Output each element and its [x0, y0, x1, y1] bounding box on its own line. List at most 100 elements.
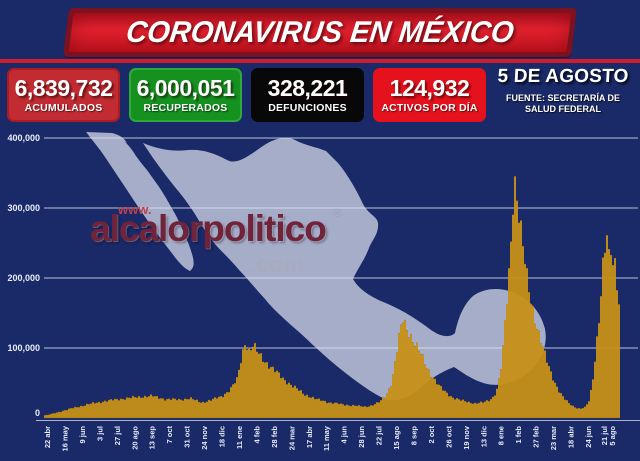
bar: [112, 400, 114, 419]
bar: [534, 323, 536, 419]
bar: [540, 343, 542, 419]
bar: [192, 399, 194, 419]
bar: [48, 414, 50, 419]
bar: [556, 386, 558, 419]
bar: [600, 296, 602, 419]
bar: [132, 395, 134, 419]
bar: [476, 403, 478, 419]
bar: [270, 366, 272, 419]
bar: [94, 403, 96, 419]
x-tick-label: 16 may: [61, 425, 70, 451]
bar: [402, 322, 404, 419]
bar: [588, 401, 590, 419]
title-banner: CORONAVIRUS EN MÉXICO: [62, 8, 578, 57]
bar: [344, 405, 346, 419]
bar: [318, 398, 320, 419]
bars-activos-por-dia: [44, 176, 620, 419]
bar: [608, 249, 610, 419]
bar: [196, 399, 198, 419]
bar: [220, 395, 222, 419]
bar: [90, 403, 92, 419]
bar: [430, 376, 432, 419]
bar: [108, 399, 110, 419]
bar: [96, 402, 98, 419]
stat-label-activos-por-dia: ACTIVOS POR DÍA: [381, 102, 478, 114]
bar: [228, 392, 230, 419]
bar: [558, 392, 560, 419]
bar: [110, 399, 112, 419]
y-tick-label: 100,000: [7, 343, 40, 353]
bar: [598, 322, 600, 419]
bar: [614, 257, 616, 419]
bar: [512, 214, 514, 419]
bar: [398, 333, 400, 419]
x-tick-label: 3 jul: [95, 426, 104, 441]
bar: [214, 397, 216, 419]
bar: [168, 398, 170, 419]
bar: [56, 412, 58, 419]
bar: [246, 349, 248, 419]
bar: [240, 362, 242, 419]
bar: [612, 265, 614, 419]
bar: [156, 395, 158, 419]
bar: [148, 396, 150, 419]
bar: [510, 241, 512, 419]
x-tick-label: 9 jun: [78, 426, 87, 444]
bar: [554, 382, 556, 419]
bar: [464, 401, 466, 419]
bar: [130, 397, 132, 419]
bar: [244, 345, 246, 419]
bar: [528, 292, 530, 419]
bar: [276, 370, 278, 419]
x-tick-label: 28 jun: [357, 426, 366, 448]
bar: [154, 396, 156, 419]
bar: [496, 388, 498, 419]
x-tick-label: 24 mar: [287, 426, 296, 450]
bar: [474, 402, 476, 419]
bar: [306, 394, 308, 419]
bar: [566, 400, 568, 419]
stat-box-acumulados: 6,839,732 ACUMULADOS: [7, 68, 120, 122]
bar: [310, 397, 312, 419]
page-title: CORONAVIRUS EN MÉXICO: [124, 15, 516, 49]
bar: [184, 398, 186, 419]
bar: [346, 404, 348, 419]
bar: [260, 353, 262, 419]
bar: [462, 399, 464, 419]
bar: [292, 387, 294, 419]
watermark: www. alcalorpolitico ® .com: [90, 198, 360, 288]
bar: [202, 401, 204, 419]
x-tick-label: 19 nov: [462, 425, 471, 450]
bar: [504, 320, 506, 419]
bar: [544, 350, 546, 419]
bar: [106, 401, 108, 419]
bar: [308, 397, 310, 419]
bar: [526, 267, 528, 419]
bar: [170, 399, 172, 419]
stat-value-acumulados: 6,839,732: [14, 75, 113, 101]
bar: [126, 397, 128, 419]
bar: [592, 379, 594, 419]
bar: [434, 378, 436, 419]
bar: [522, 246, 524, 419]
bar: [508, 268, 510, 419]
bar: [392, 374, 394, 419]
bar: [200, 402, 202, 419]
bar: [314, 398, 316, 419]
bar: [490, 398, 492, 419]
bar: [80, 405, 82, 419]
bar: [506, 304, 508, 419]
bar: [160, 398, 162, 419]
bar: [234, 383, 236, 419]
bar: [542, 346, 544, 419]
mexico-map-mainland: [143, 137, 546, 401]
bar: [54, 413, 56, 419]
x-tick-label: 15 ago: [392, 426, 401, 450]
bar: [84, 405, 86, 419]
x-tick-label: 27 jul: [113, 426, 122, 445]
bar: [252, 346, 254, 419]
bar: [116, 398, 118, 419]
bar: [404, 319, 406, 419]
bar: [64, 410, 66, 419]
